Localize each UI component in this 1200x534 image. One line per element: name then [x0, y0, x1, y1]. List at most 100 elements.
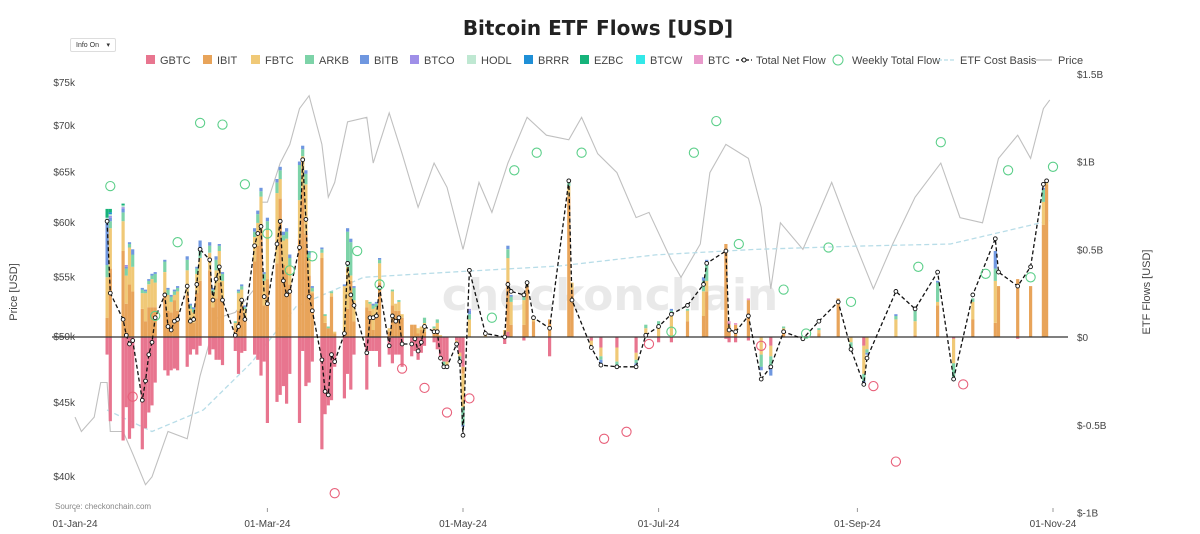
- bar-arkb: [166, 289, 170, 295]
- flow-bar-stack: [567, 182, 571, 337]
- net-flow-point: [614, 364, 620, 370]
- bar-ibit: [253, 261, 257, 337]
- net-flow-point: [284, 292, 289, 298]
- bar-gbtc: [131, 337, 135, 429]
- bar-ibit: [208, 270, 212, 337]
- bar-bitb: [371, 303, 375, 306]
- bar-fbtc: [243, 308, 247, 318]
- flow-bar-stack: [217, 244, 221, 360]
- bar-gbtc: [326, 337, 330, 406]
- net-flow-point: [152, 315, 158, 321]
- net-flow-point: [483, 331, 488, 336]
- bar-gbtc: [438, 337, 443, 360]
- bar-arkb: [192, 308, 196, 313]
- bar-ibit: [220, 301, 225, 337]
- bar-arkb: [323, 314, 327, 316]
- bar-fbtc: [458, 352, 462, 357]
- flow-bar-stack: [310, 286, 314, 362]
- bar-bitb: [599, 359, 603, 364]
- bar-ibit: [214, 298, 218, 337]
- bar-gbtc: [445, 337, 449, 362]
- bar-btco: [108, 215, 112, 218]
- bar-bitb: [131, 249, 135, 255]
- bar-ibit: [782, 333, 786, 337]
- bar-arkb: [124, 268, 128, 276]
- bar-bitb: [262, 272, 266, 274]
- net-flow-point: [992, 236, 998, 242]
- bar-ibit: [307, 275, 311, 337]
- bar-gbtc: [127, 337, 132, 439]
- bar-ibit: [285, 272, 289, 337]
- bar-ibit: [836, 298, 840, 337]
- legend-item: EZBC: [580, 55, 623, 67]
- bar-bitb: [195, 266, 199, 269]
- net-flow-point: [386, 343, 392, 349]
- bar-gbtc: [301, 337, 305, 351]
- bar-arkb: [817, 328, 821, 330]
- bar-hodl: [121, 205, 125, 208]
- net-flow-point: [396, 315, 402, 321]
- weekly-flow-point: [396, 363, 408, 374]
- bar-fbtc: [400, 314, 404, 318]
- net-flow-point: [236, 324, 241, 329]
- net-flow-point: [220, 297, 225, 303]
- flow-bar-stack: [836, 298, 840, 337]
- bar-ibit: [365, 307, 369, 337]
- bar-gbtc: [124, 337, 128, 408]
- bar-bitb: [467, 310, 471, 315]
- net-flow-point: [1041, 181, 1046, 187]
- chevron-down-icon: ▾: [106, 42, 110, 49]
- bar-arkb: [422, 317, 427, 323]
- flow-bar-stack: [461, 337, 465, 427]
- flow-bar-stack: [445, 337, 449, 367]
- bar-arkb: [176, 287, 180, 292]
- net-flow-point: [656, 324, 661, 329]
- bar-fbtc: [124, 275, 128, 304]
- bar-arkb: [214, 259, 218, 271]
- flow-bar-stack: [262, 272, 266, 362]
- info-toggle-label: Info On: [76, 42, 99, 49]
- net-flow-point: [351, 303, 357, 308]
- bar-fbtc: [349, 275, 353, 281]
- net-flow-point: [457, 359, 463, 364]
- bar-gbtc: [435, 337, 439, 350]
- bar-bitb: [147, 279, 151, 281]
- bar-ibit: [400, 317, 404, 337]
- net-flow-point: [104, 218, 110, 224]
- bar-gbtc: [188, 337, 192, 355]
- bar-ibit: [281, 265, 285, 337]
- bar-btc: [727, 321, 731, 325]
- weekly-flow-point: [958, 379, 969, 390]
- bar-fbtc: [416, 328, 420, 334]
- bar-arkb: [865, 349, 869, 353]
- net-flow-point: [569, 297, 575, 303]
- flow-bar-stack: [124, 265, 128, 408]
- flow-bar-stack: [121, 203, 125, 441]
- net-flow-point: [434, 329, 440, 335]
- bar-bitb: [220, 272, 225, 274]
- weekly-flow-point: [352, 245, 363, 257]
- net-flow-point: [454, 341, 459, 347]
- info-toggle-button[interactable]: Info On ▾: [70, 38, 116, 52]
- bar-bitb: [865, 352, 869, 355]
- bar-gbtc: [522, 337, 526, 341]
- bar-arkb: [278, 170, 282, 180]
- bar-btco: [124, 265, 128, 267]
- bar-ibit: [320, 258, 324, 337]
- bar-gbtc: [724, 337, 728, 339]
- bar-fbtc: [233, 323, 237, 329]
- y-left-tick-label: $50k: [53, 332, 76, 343]
- bar-bitb: [188, 303, 192, 306]
- bar-arkb: [368, 301, 372, 304]
- bar-gbtc: [285, 337, 289, 404]
- bar-bitb: [461, 424, 465, 427]
- x-tick-label: 01-Mar-24: [244, 519, 291, 530]
- net-flow-point: [547, 325, 552, 331]
- bar-bitb: [150, 273, 154, 276]
- bar-gbtc: [140, 337, 144, 450]
- net-flow-point: [107, 290, 113, 296]
- bar-gbtc: [297, 337, 302, 423]
- flow-bar-stack: [240, 284, 244, 353]
- bar-arkb: [432, 326, 436, 329]
